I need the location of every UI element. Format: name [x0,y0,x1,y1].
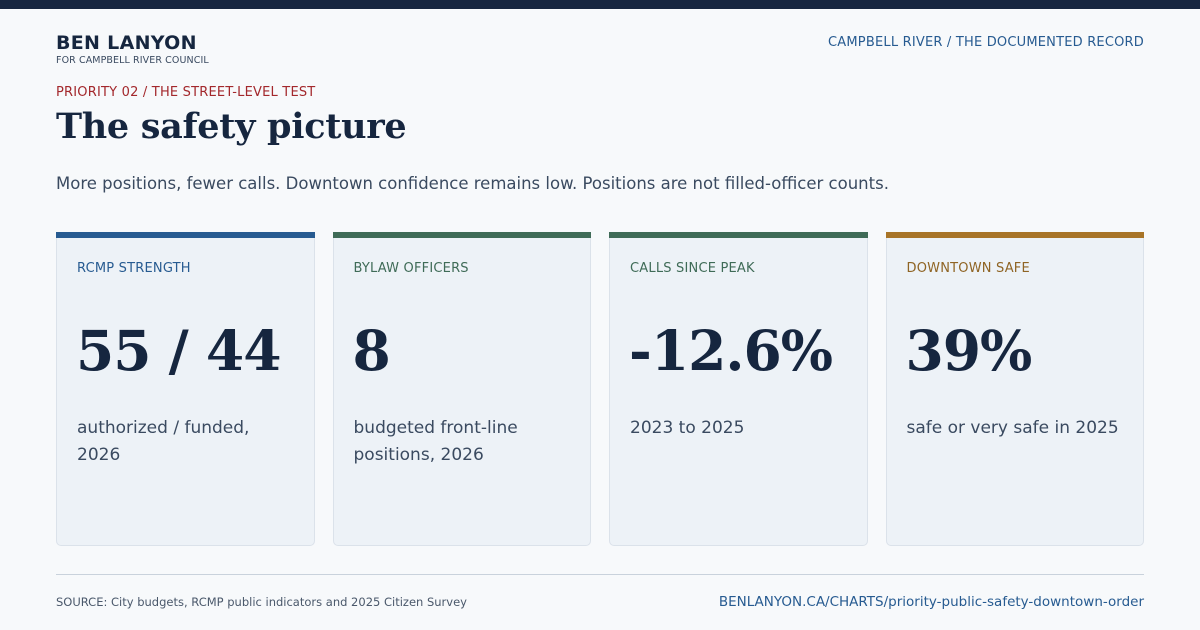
top-accent-bar [0,0,1200,9]
source-note: SOURCE: City budgets, RCMP public indica… [56,595,467,609]
header-tagline: CAMPBELL RIVER / THE DOCUMENTED RECORD [828,35,1144,50]
card-accent-bar [609,232,868,238]
stat-card-bylaw-officers: BYLAW OFFICERS 8 budgeted front-line pos… [332,232,591,546]
page-title: The safety picture [56,106,407,147]
stat-card-calls-since-peak: CALLS SINCE PEAK -12.6% 2023 to 2025 [609,232,868,546]
card-value: 55 / 44 [76,318,281,383]
priority-kicker: PRIORITY 02 / THE STREET-LEVEL TEST [56,85,316,100]
brand-subtitle: FOR CAMPBELL RIVER COUNCIL [56,55,209,66]
brand-block: BEN LANYON FOR CAMPBELL RIVER COUNCIL [56,32,209,66]
card-value: -12.6% [629,318,833,383]
card-value: 39% [905,318,1033,383]
card-value: 8 [352,318,391,383]
brand-name: BEN LANYON [56,32,197,54]
chart-url-link[interactable]: BENLANYON.CA/CHARTS/priority-public-safe… [718,594,1144,610]
card-accent-bar [885,232,1144,238]
card-description: safe or very safe in 2025 [906,418,1119,438]
card-label: CALLS SINCE PEAK [630,261,755,276]
stat-cards: RCMP STRENGTH 55 / 44 authorized / funde… [56,232,1144,546]
card-accent-bar [56,232,315,238]
stat-card-downtown-safe: DOWNTOWN SAFE 39% safe or very safe in 2… [885,232,1144,546]
card-label: BYLAW OFFICERS [353,261,469,276]
footer-divider [56,574,1144,575]
page-subtitle: More positions, fewer calls. Downtown co… [56,174,889,193]
stat-card-rcmp-strength: RCMP STRENGTH 55 / 44 authorized / funde… [56,232,315,546]
card-label: RCMP STRENGTH [77,261,191,276]
card-description: authorized / funded, 2026 [77,418,250,465]
card-description: 2023 to 2025 [630,418,745,438]
card-label: DOWNTOWN SAFE [906,261,1030,276]
card-description: budgeted front-line positions, 2026 [353,418,518,465]
card-accent-bar [332,232,591,238]
